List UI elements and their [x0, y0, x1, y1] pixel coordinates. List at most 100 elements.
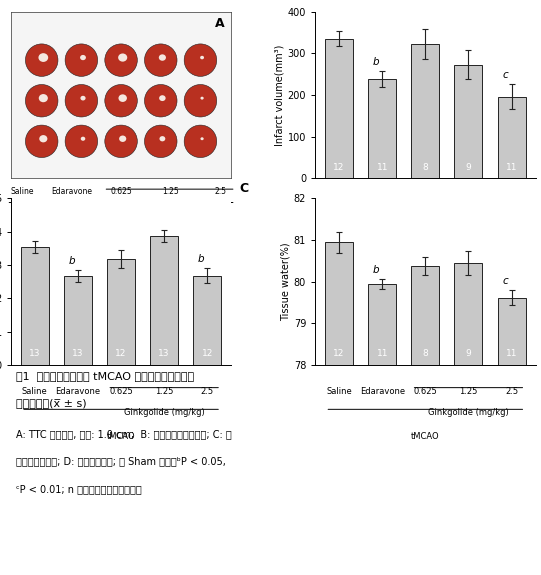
Bar: [368, 79, 396, 178]
Bar: [411, 44, 439, 178]
Text: 9: 9: [466, 350, 471, 358]
Bar: [107, 259, 135, 365]
Text: 0.625: 0.625: [109, 387, 133, 396]
Text: Saline: Saline: [326, 387, 352, 396]
Ellipse shape: [65, 85, 97, 117]
Text: 1.25: 1.25: [459, 200, 478, 209]
Text: 8: 8: [423, 163, 428, 171]
Text: b: b: [197, 254, 204, 264]
Ellipse shape: [200, 56, 204, 59]
Text: 13: 13: [29, 350, 41, 358]
Text: 13: 13: [159, 350, 170, 358]
Text: 11: 11: [377, 163, 388, 171]
Bar: [64, 276, 92, 365]
Ellipse shape: [65, 125, 97, 158]
Text: 1.25: 1.25: [155, 387, 173, 396]
Ellipse shape: [38, 53, 48, 62]
Text: 2.5: 2.5: [214, 187, 226, 196]
Text: 12: 12: [333, 163, 345, 171]
Ellipse shape: [105, 85, 137, 117]
Text: C: C: [240, 182, 249, 195]
Text: 损伤的影响(x̅ ± s): 损伤的影响(x̅ ± s): [16, 398, 87, 408]
Ellipse shape: [144, 44, 177, 76]
Text: c: c: [502, 70, 508, 80]
Text: tMCAO: tMCAO: [411, 432, 440, 441]
Ellipse shape: [159, 55, 166, 61]
Bar: [325, 39, 353, 178]
Text: b: b: [68, 255, 75, 266]
Text: 1.25: 1.25: [162, 187, 179, 196]
Ellipse shape: [25, 44, 58, 76]
Ellipse shape: [144, 125, 177, 158]
Bar: [21, 247, 49, 365]
Text: 0.625: 0.625: [413, 387, 437, 396]
Text: 11: 11: [506, 350, 517, 358]
Text: tMCAO: tMCAO: [411, 245, 440, 254]
Ellipse shape: [81, 137, 85, 141]
Text: Ginkgolide (mg/kg): Ginkgolide (mg/kg): [428, 408, 509, 417]
Bar: [498, 97, 525, 178]
Ellipse shape: [119, 136, 126, 142]
Text: Saline: Saline: [10, 187, 34, 196]
Text: 0.625: 0.625: [110, 187, 132, 196]
Bar: [150, 236, 178, 365]
Text: Edaravone: Edaravone: [55, 387, 101, 396]
Ellipse shape: [25, 125, 58, 158]
Text: Edaravone: Edaravone: [360, 387, 405, 396]
Ellipse shape: [25, 85, 58, 117]
Bar: [411, 266, 439, 575]
Ellipse shape: [118, 94, 127, 102]
Ellipse shape: [184, 85, 217, 117]
Text: Saline: Saline: [326, 200, 352, 209]
Text: A: A: [215, 17, 225, 29]
Text: b: b: [372, 264, 379, 275]
Ellipse shape: [201, 97, 204, 99]
Text: 8: 8: [423, 350, 428, 358]
Bar: [193, 276, 221, 365]
Y-axis label: Tissue water(%): Tissue water(%): [281, 243, 291, 321]
Ellipse shape: [105, 44, 137, 76]
Ellipse shape: [201, 137, 204, 140]
Ellipse shape: [184, 44, 217, 76]
Text: 13: 13: [72, 350, 84, 358]
Bar: [454, 263, 483, 575]
Text: 1.25: 1.25: [459, 387, 478, 396]
Text: A: TTC 染色结果, 标尺: 1.0 cm;  B: 脑梗死体积统计结果; C: 神: A: TTC 染色结果, 标尺: 1.0 cm; B: 脑梗死体积统计结果; C…: [16, 429, 232, 439]
Ellipse shape: [184, 125, 217, 158]
Ellipse shape: [65, 44, 97, 76]
Text: ᶜP < 0.01; n 数为柱状图中白色数字。: ᶜP < 0.01; n 数为柱状图中白色数字。: [16, 484, 142, 494]
Bar: [368, 284, 396, 575]
Text: Edaravone: Edaravone: [51, 187, 92, 196]
Ellipse shape: [159, 95, 166, 101]
Text: 9: 9: [466, 163, 471, 171]
Text: Ginkgolide (mg/kg): Ginkgolide (mg/kg): [124, 408, 204, 417]
Ellipse shape: [144, 85, 177, 117]
Text: c: c: [502, 276, 508, 286]
Text: Ginkgolide (mg/kg): Ginkgolide (mg/kg): [428, 222, 509, 231]
Text: Ginkgolide (mg/kg): Ginkgolide (mg/kg): [111, 200, 184, 209]
Ellipse shape: [105, 125, 137, 158]
Text: 12: 12: [115, 350, 127, 358]
Text: 11: 11: [377, 350, 388, 358]
Text: b: b: [372, 56, 379, 67]
Ellipse shape: [39, 94, 48, 102]
Ellipse shape: [39, 135, 48, 143]
Ellipse shape: [80, 55, 86, 60]
Text: 经功能评分结果; D: 脑含水量结果; 与 Sham 组比较ᵇP < 0.05,: 经功能评分结果; D: 脑含水量结果; 与 Sham 组比较ᵇP < 0.05,: [16, 457, 226, 466]
Text: 2.5: 2.5: [201, 387, 214, 396]
Text: Saline: Saline: [22, 387, 48, 396]
Text: 图1  銀杏内酯注射液对 tMCAO 模型大鼠急性期神经: 图1 銀杏内酯注射液对 tMCAO 模型大鼠急性期神经: [16, 371, 194, 381]
Ellipse shape: [118, 53, 127, 62]
Text: 11: 11: [506, 163, 517, 171]
Bar: [498, 298, 525, 575]
Bar: [325, 242, 353, 575]
Text: 12: 12: [202, 350, 213, 358]
Ellipse shape: [160, 136, 166, 141]
Text: tMCAO: tMCAO: [107, 432, 135, 441]
Text: Edaravone: Edaravone: [360, 200, 405, 209]
Text: 2.5: 2.5: [505, 387, 518, 396]
Text: 12: 12: [333, 350, 345, 358]
Y-axis label: Infarct volume(mm³): Infarct volume(mm³): [275, 44, 285, 145]
Text: tMCAO: tMCAO: [108, 215, 134, 224]
Bar: [454, 65, 483, 178]
